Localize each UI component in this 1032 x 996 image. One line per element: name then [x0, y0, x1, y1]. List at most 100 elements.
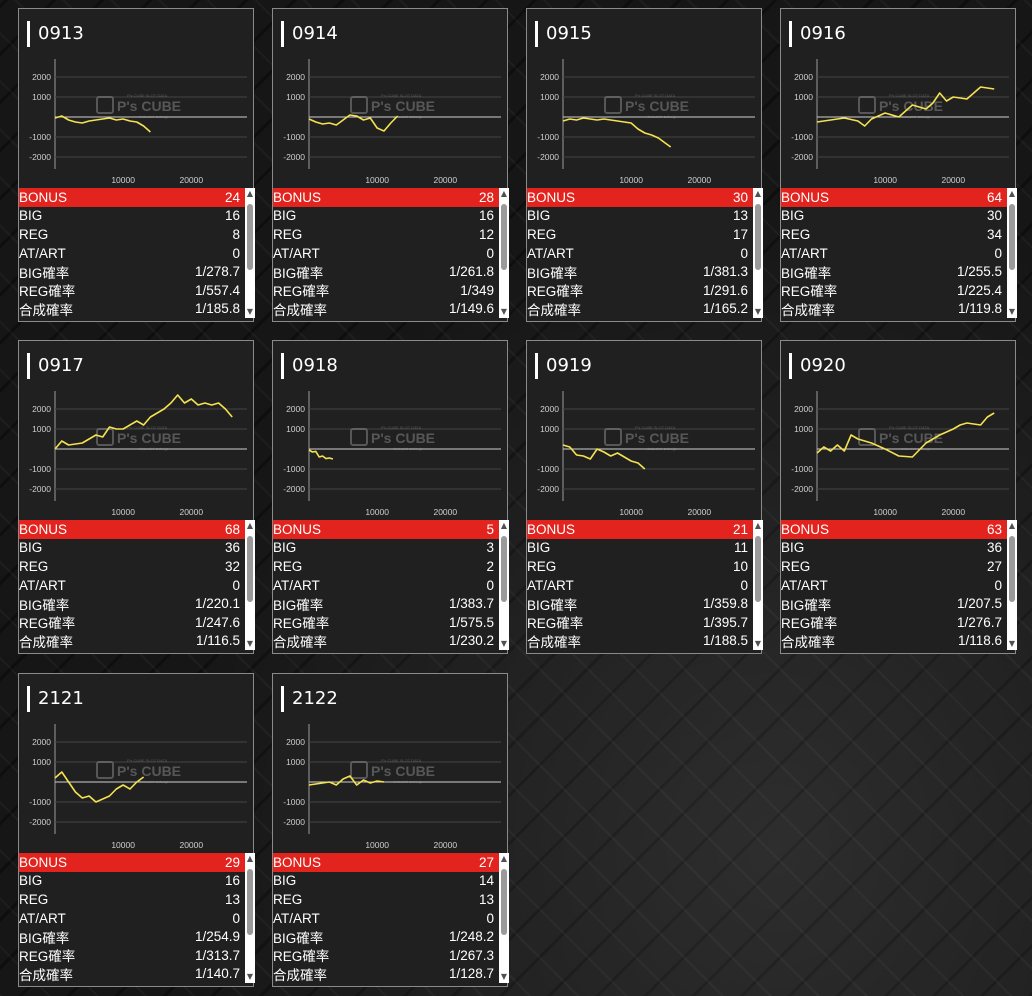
scroll-up-arrow-icon[interactable]: ▲ [246, 189, 254, 198]
stat-label: 合成確率 [527, 302, 581, 318]
machine-card[interactable]: 0920 2000 1000 -1000 -2000 10000 20000 P's CUB… [780, 340, 1017, 654]
stats-scrollbar[interactable]: ▲ ▼ [499, 853, 509, 983]
stat-row-reg-rate: REG確率 1/267.3 [273, 946, 499, 965]
scroll-up-arrow-icon[interactable]: ▲ [500, 521, 508, 530]
stat-value: 1/116.5 [195, 633, 240, 649]
stat-label: 合成確率 [273, 634, 327, 650]
scroll-thumb[interactable] [1009, 204, 1015, 270]
scroll-down-arrow-icon[interactable]: ▼ [246, 639, 254, 648]
watermark-cube-icon [350, 96, 368, 114]
stat-label: REG [19, 226, 49, 242]
scroll-up-arrow-icon[interactable]: ▲ [1008, 521, 1016, 530]
scroll-down-arrow-icon[interactable]: ▼ [1008, 307, 1016, 316]
stat-row-at: AT/ART 0 [781, 244, 1007, 263]
stat-label: 合成確率 [273, 967, 327, 983]
x-tick-label: 10000 [111, 175, 135, 185]
stats-scrollbar[interactable]: ▲ ▼ [245, 188, 255, 318]
stat-label: BIG [781, 540, 805, 556]
stats-scrollbar[interactable]: ▲ ▼ [753, 520, 763, 650]
scroll-thumb[interactable] [755, 204, 761, 270]
stat-value: 1/188.5 [702, 633, 748, 649]
slump-chart: 2000 1000 -1000 -2000 10000 20000 P's CUBE P's … [27, 53, 247, 189]
stat-row-big: BIG 16 [19, 207, 245, 226]
stat-row-total-rate: 合成確率 1/230.2 [273, 632, 499, 651]
stat-row-big: BIG 16 [273, 207, 499, 226]
stat-row-total-rate: 合成確率 1/188.5 [527, 632, 753, 651]
scroll-up-arrow-icon[interactable]: ▲ [1008, 189, 1016, 198]
scroll-thumb[interactable] [755, 536, 761, 602]
stat-row-bonus: BONUS 30 [527, 188, 753, 207]
stat-row-reg: REG 13 [19, 890, 245, 909]
scroll-down-arrow-icon[interactable]: ▼ [754, 307, 762, 316]
y-tick-label: 1000 [32, 757, 51, 767]
stat-label: 合成確率 [19, 967, 73, 983]
scroll-up-arrow-icon[interactable]: ▲ [500, 189, 508, 198]
x-tick-label: 20000 [179, 507, 203, 517]
machine-card[interactable]: 0917 2000 1000 -1000 -2000 10000 20000 P's CUB… [18, 340, 255, 654]
scroll-up-arrow-icon[interactable]: ▲ [246, 521, 254, 530]
machine-number: 0918 [281, 353, 338, 379]
machine-card[interactable]: 0919 2000 1000 -1000 -2000 10000 20000 P's CUB… [526, 340, 763, 654]
scroll-thumb[interactable] [1009, 536, 1015, 602]
stat-value: 28 [478, 189, 494, 205]
stat-row-big-rate: BIG確率 1/207.5 [781, 594, 1007, 613]
watermark-brand: P's CUBE [117, 98, 181, 114]
stats-scrollbar[interactable]: ▲ ▼ [499, 520, 509, 650]
stats-scrollbar[interactable]: ▲ ▼ [499, 188, 509, 318]
stat-value: 27 [478, 854, 494, 870]
scroll-thumb[interactable] [247, 869, 253, 935]
stats-table: BONUS 28 BIG 16 REG 12 AT/ART 0 BIG確率 1/261.8… [273, 188, 499, 318]
slump-line [54, 394, 233, 450]
stats-table: BONUS 30 BIG 13 REG 17 AT/ART 0 BIG確率 1/381.3… [527, 188, 753, 318]
stats-scrollbar[interactable]: ▲ ▼ [1007, 520, 1017, 650]
x-tick-label: 20000 [179, 840, 203, 850]
scroll-up-arrow-icon[interactable]: ▲ [500, 854, 508, 863]
slump-chart: 2000 1000 -1000 -2000 10000 20000 P's CUBE P's … [535, 385, 755, 521]
stats-scrollbar[interactable]: ▲ ▼ [245, 853, 255, 983]
scroll-up-arrow-icon[interactable]: ▲ [754, 521, 762, 530]
scroll-thumb[interactable] [247, 204, 253, 270]
scroll-thumb[interactable] [501, 204, 507, 270]
machine-card[interactable]: 0914 2000 1000 -1000 -2000 10000 20000 P's CUB… [272, 8, 509, 322]
watermark-small-bottom: data.slot-cube.jp [901, 114, 931, 119]
stat-label: REG [273, 891, 303, 907]
stats-table: BONUS 24 BIG 16 REG 8 AT/ART 0 BIG確率 1/278.7 … [19, 188, 245, 318]
stat-row-reg: REG 2 [273, 557, 499, 576]
scroll-thumb[interactable] [501, 869, 507, 935]
stat-value: 2 [486, 558, 494, 574]
watermark-brand: P's CUBE [117, 430, 181, 446]
scroll-up-arrow-icon[interactable]: ▲ [246, 854, 254, 863]
stat-value: 1/381.3 [702, 264, 748, 280]
scroll-down-arrow-icon[interactable]: ▼ [246, 972, 254, 981]
machine-card[interactable]: 0916 2000 1000 -1000 -2000 10000 20000 P's CUB… [780, 8, 1017, 322]
scroll-thumb[interactable] [501, 536, 507, 602]
scroll-down-arrow-icon[interactable]: ▼ [1008, 639, 1016, 648]
stat-label: 合成確率 [273, 302, 327, 318]
stats-scrollbar[interactable]: ▲ ▼ [1007, 188, 1017, 318]
machine-number: 0917 [27, 353, 84, 379]
scroll-down-arrow-icon[interactable]: ▼ [500, 639, 508, 648]
y-tick-label: -2000 [29, 817, 51, 827]
stats-scrollbar[interactable]: ▲ ▼ [753, 188, 763, 318]
stat-row-bonus: BONUS 63 [781, 520, 1007, 539]
scroll-down-arrow-icon[interactable]: ▼ [754, 639, 762, 648]
scroll-down-arrow-icon[interactable]: ▼ [246, 307, 254, 316]
machine-card[interactable]: 0918 2000 1000 -1000 -2000 10000 20000 P's CUB… [272, 340, 509, 654]
scroll-thumb[interactable] [247, 536, 253, 602]
scroll-down-arrow-icon[interactable]: ▼ [500, 972, 508, 981]
scroll-up-arrow-icon[interactable]: ▲ [754, 189, 762, 198]
machine-card[interactable]: 2122 2000 1000 -1000 -2000 10000 20000 P's CUB… [272, 673, 509, 987]
y-tick-label: 1000 [540, 92, 559, 102]
scroll-down-arrow-icon[interactable]: ▼ [500, 307, 508, 316]
y-tick-label: -1000 [29, 797, 51, 807]
machine-card[interactable]: 0915 2000 1000 -1000 -2000 10000 20000 P's CUB… [526, 8, 763, 322]
stat-value: 1/225.4 [956, 282, 1002, 298]
stat-label: BONUS [527, 521, 576, 537]
y-tick-label: -2000 [791, 152, 813, 162]
stat-row-total-rate: 合成確率 1/149.6 [273, 300, 499, 319]
stat-value: 16 [478, 208, 494, 224]
stats-scrollbar[interactable]: ▲ ▼ [245, 520, 255, 650]
machine-card[interactable]: 2121 2000 1000 -1000 -2000 10000 20000 P's CUB… [18, 673, 255, 987]
machine-card[interactable]: 0913 2000 1000 -1000 -2000 10000 20000 P's CUB… [18, 8, 255, 322]
stat-row-big-rate: BIG確率 1/254.9 [19, 927, 245, 946]
